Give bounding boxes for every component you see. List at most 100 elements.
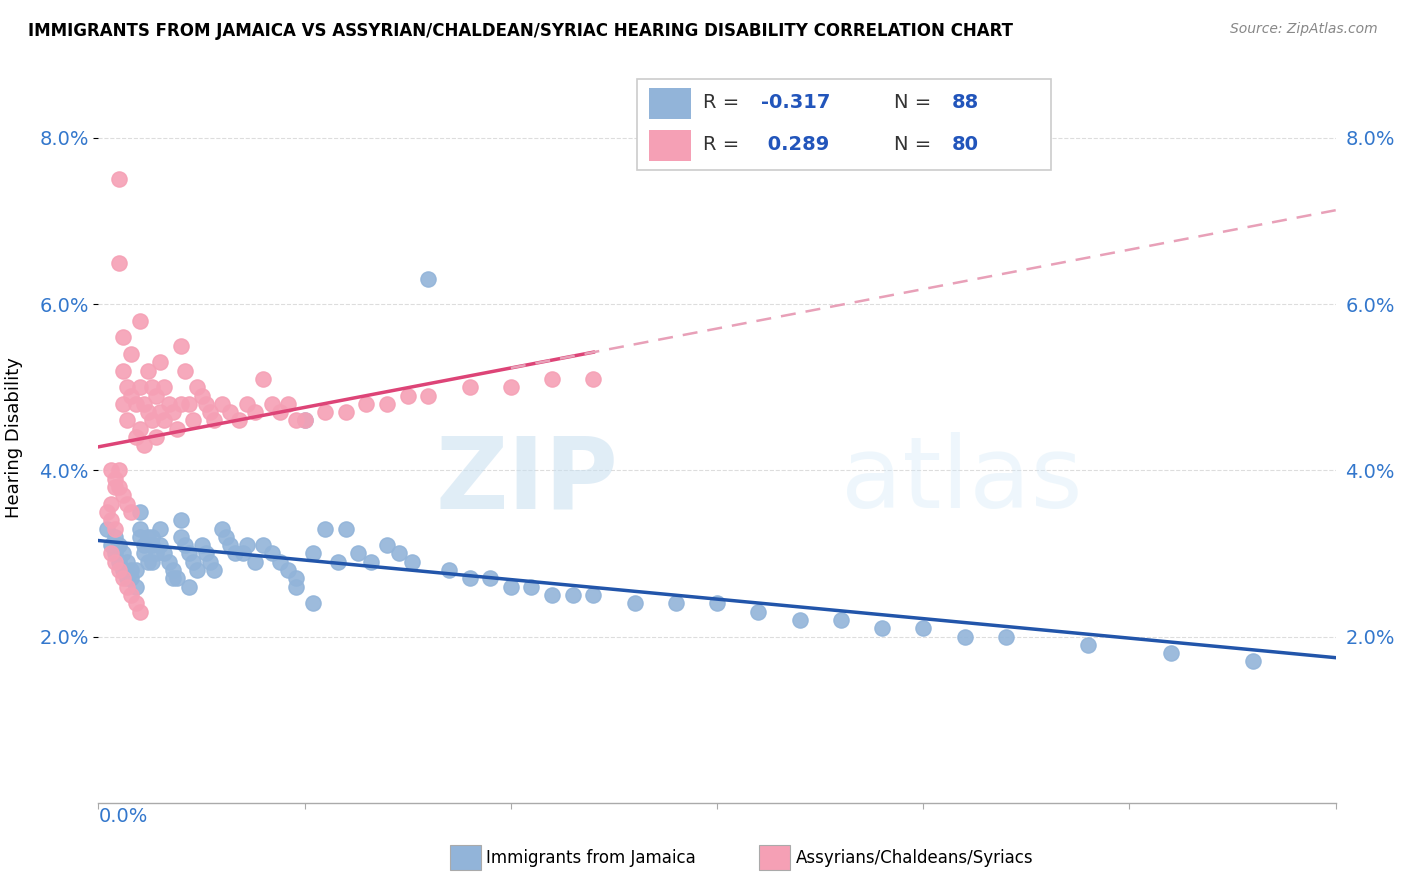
Point	[541, 372, 564, 386]
Point	[141, 380, 163, 394]
Point	[335, 405, 357, 419]
Point	[108, 480, 131, 494]
Point	[117, 497, 139, 511]
Point	[228, 413, 250, 427]
Point	[132, 397, 155, 411]
Point	[314, 405, 336, 419]
Point	[356, 397, 378, 411]
Point	[145, 430, 167, 444]
Point	[190, 538, 212, 552]
Point	[104, 472, 127, 486]
Point	[120, 347, 142, 361]
Point	[260, 546, 283, 560]
Point	[236, 397, 259, 411]
Point	[162, 563, 184, 577]
Point	[112, 330, 135, 344]
Point	[252, 372, 274, 386]
Point	[186, 563, 208, 577]
Point	[166, 571, 188, 585]
Point	[136, 363, 159, 377]
Point	[104, 521, 127, 535]
Point	[582, 588, 605, 602]
Point	[347, 546, 370, 560]
Point	[285, 413, 308, 427]
Point	[375, 538, 398, 552]
Point	[789, 613, 811, 627]
Point	[153, 380, 176, 394]
Point	[198, 555, 221, 569]
Point	[870, 621, 893, 635]
Text: 0.0%: 0.0%	[98, 807, 148, 826]
Point	[100, 497, 122, 511]
Point	[953, 630, 976, 644]
Point	[153, 413, 176, 427]
Point	[174, 538, 197, 552]
Point	[120, 505, 142, 519]
Point	[375, 397, 398, 411]
Point	[117, 413, 139, 427]
Point	[100, 546, 122, 560]
Point	[252, 538, 274, 552]
Point	[479, 571, 502, 585]
Point	[104, 555, 127, 569]
Point	[128, 505, 150, 519]
Point	[96, 521, 118, 535]
Point	[260, 397, 283, 411]
Point	[232, 546, 254, 560]
Point	[162, 405, 184, 419]
Point	[582, 372, 605, 386]
Point	[499, 380, 522, 394]
Point	[112, 488, 135, 502]
Point	[294, 413, 316, 427]
Point	[128, 605, 150, 619]
Point	[128, 530, 150, 544]
Point	[179, 397, 201, 411]
Point	[219, 405, 242, 419]
Point	[153, 546, 176, 560]
Point	[170, 397, 193, 411]
Point	[706, 596, 728, 610]
Point	[132, 538, 155, 552]
Point	[117, 555, 139, 569]
Point	[388, 546, 411, 560]
Point	[141, 555, 163, 569]
Point	[166, 422, 188, 436]
Point	[149, 405, 172, 419]
Point	[437, 563, 460, 577]
Point	[120, 563, 142, 577]
Point	[141, 538, 163, 552]
Point	[124, 596, 146, 610]
Point	[747, 605, 769, 619]
Point	[215, 530, 238, 544]
Point	[202, 563, 225, 577]
Y-axis label: Hearing Disability: Hearing Disability	[4, 357, 22, 517]
Point	[541, 588, 564, 602]
Point	[117, 571, 139, 585]
Point	[418, 272, 440, 286]
Point	[120, 571, 142, 585]
Point	[269, 555, 291, 569]
Text: Source: ZipAtlas.com: Source: ZipAtlas.com	[1230, 22, 1378, 37]
Point	[149, 538, 172, 552]
Point	[277, 563, 299, 577]
Point	[124, 580, 146, 594]
Point	[128, 521, 150, 535]
Point	[194, 397, 217, 411]
Point	[104, 480, 127, 494]
Point	[326, 555, 349, 569]
Point	[181, 413, 204, 427]
Point	[108, 255, 131, 269]
Point	[157, 555, 180, 569]
Point	[665, 596, 688, 610]
Point	[360, 555, 382, 569]
Point	[1160, 646, 1182, 660]
Text: ZIP: ZIP	[436, 433, 619, 530]
Point	[149, 521, 172, 535]
Point	[302, 546, 325, 560]
Point	[314, 521, 336, 535]
Point	[145, 546, 167, 560]
Point	[141, 530, 163, 544]
Point	[198, 405, 221, 419]
Point	[100, 463, 122, 477]
Point	[136, 555, 159, 569]
